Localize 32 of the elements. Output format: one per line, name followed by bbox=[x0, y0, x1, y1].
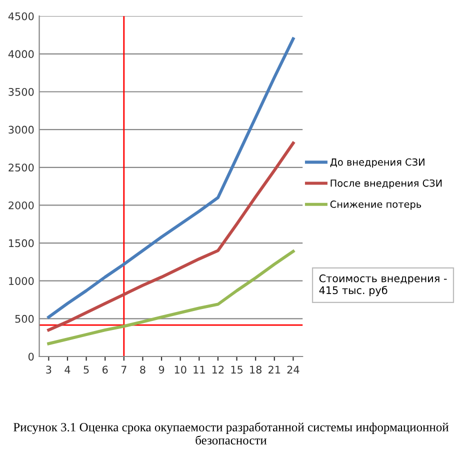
x-tick-label: 9 bbox=[158, 366, 164, 374]
x-tick-label: 8 bbox=[140, 366, 146, 374]
y-tick-label: 1500 bbox=[9, 239, 34, 248]
x-tick-label: 3 bbox=[46, 366, 52, 374]
y-tick-label: 4000 bbox=[8, 50, 34, 58]
y-tick-label: 2000 bbox=[8, 201, 34, 210]
legend-label: После внедрения СЗИ bbox=[330, 179, 442, 189]
legend-label: До внедрения СЗИ bbox=[330, 158, 424, 168]
y-tick-label: 3000 bbox=[8, 126, 34, 134]
y-tick-label: 500 bbox=[15, 314, 34, 323]
x-tick-label: 10 bbox=[174, 366, 186, 374]
line-series bbox=[47, 142, 295, 332]
line-series bbox=[47, 37, 295, 319]
y-tick-label: 3500 bbox=[8, 88, 34, 96]
x-tick-label: 15 bbox=[231, 366, 242, 374]
text: Рисунок 3.1 Оценка срока окупаемости разработанной системы информационной безопасности bbox=[14, 422, 449, 445]
x-tick-label: 7 bbox=[121, 366, 126, 374]
x-tick-label: 6 bbox=[102, 366, 108, 374]
x-tick-label: 21 bbox=[268, 366, 280, 374]
legend-label: Снижение потерь bbox=[330, 200, 422, 210]
text: Стоимость внедрения - 415 тыс. руб bbox=[319, 274, 447, 296]
x-tick-label: 5 bbox=[84, 366, 89, 374]
x-tick-label: 18 bbox=[250, 366, 262, 374]
x-tick-label: 4 bbox=[64, 366, 70, 374]
x-tick-label: 24 bbox=[287, 366, 300, 374]
y-tick-label: 1000 bbox=[9, 277, 34, 285]
y-tick-label: 0 bbox=[28, 352, 34, 361]
y-tick-label: 2500 bbox=[8, 164, 34, 172]
y-tick-label: 4500 bbox=[8, 12, 34, 20]
x-tick-label: 12 bbox=[212, 366, 224, 374]
line-series bbox=[47, 250, 295, 346]
x-tick-label: 11 bbox=[194, 366, 205, 374]
